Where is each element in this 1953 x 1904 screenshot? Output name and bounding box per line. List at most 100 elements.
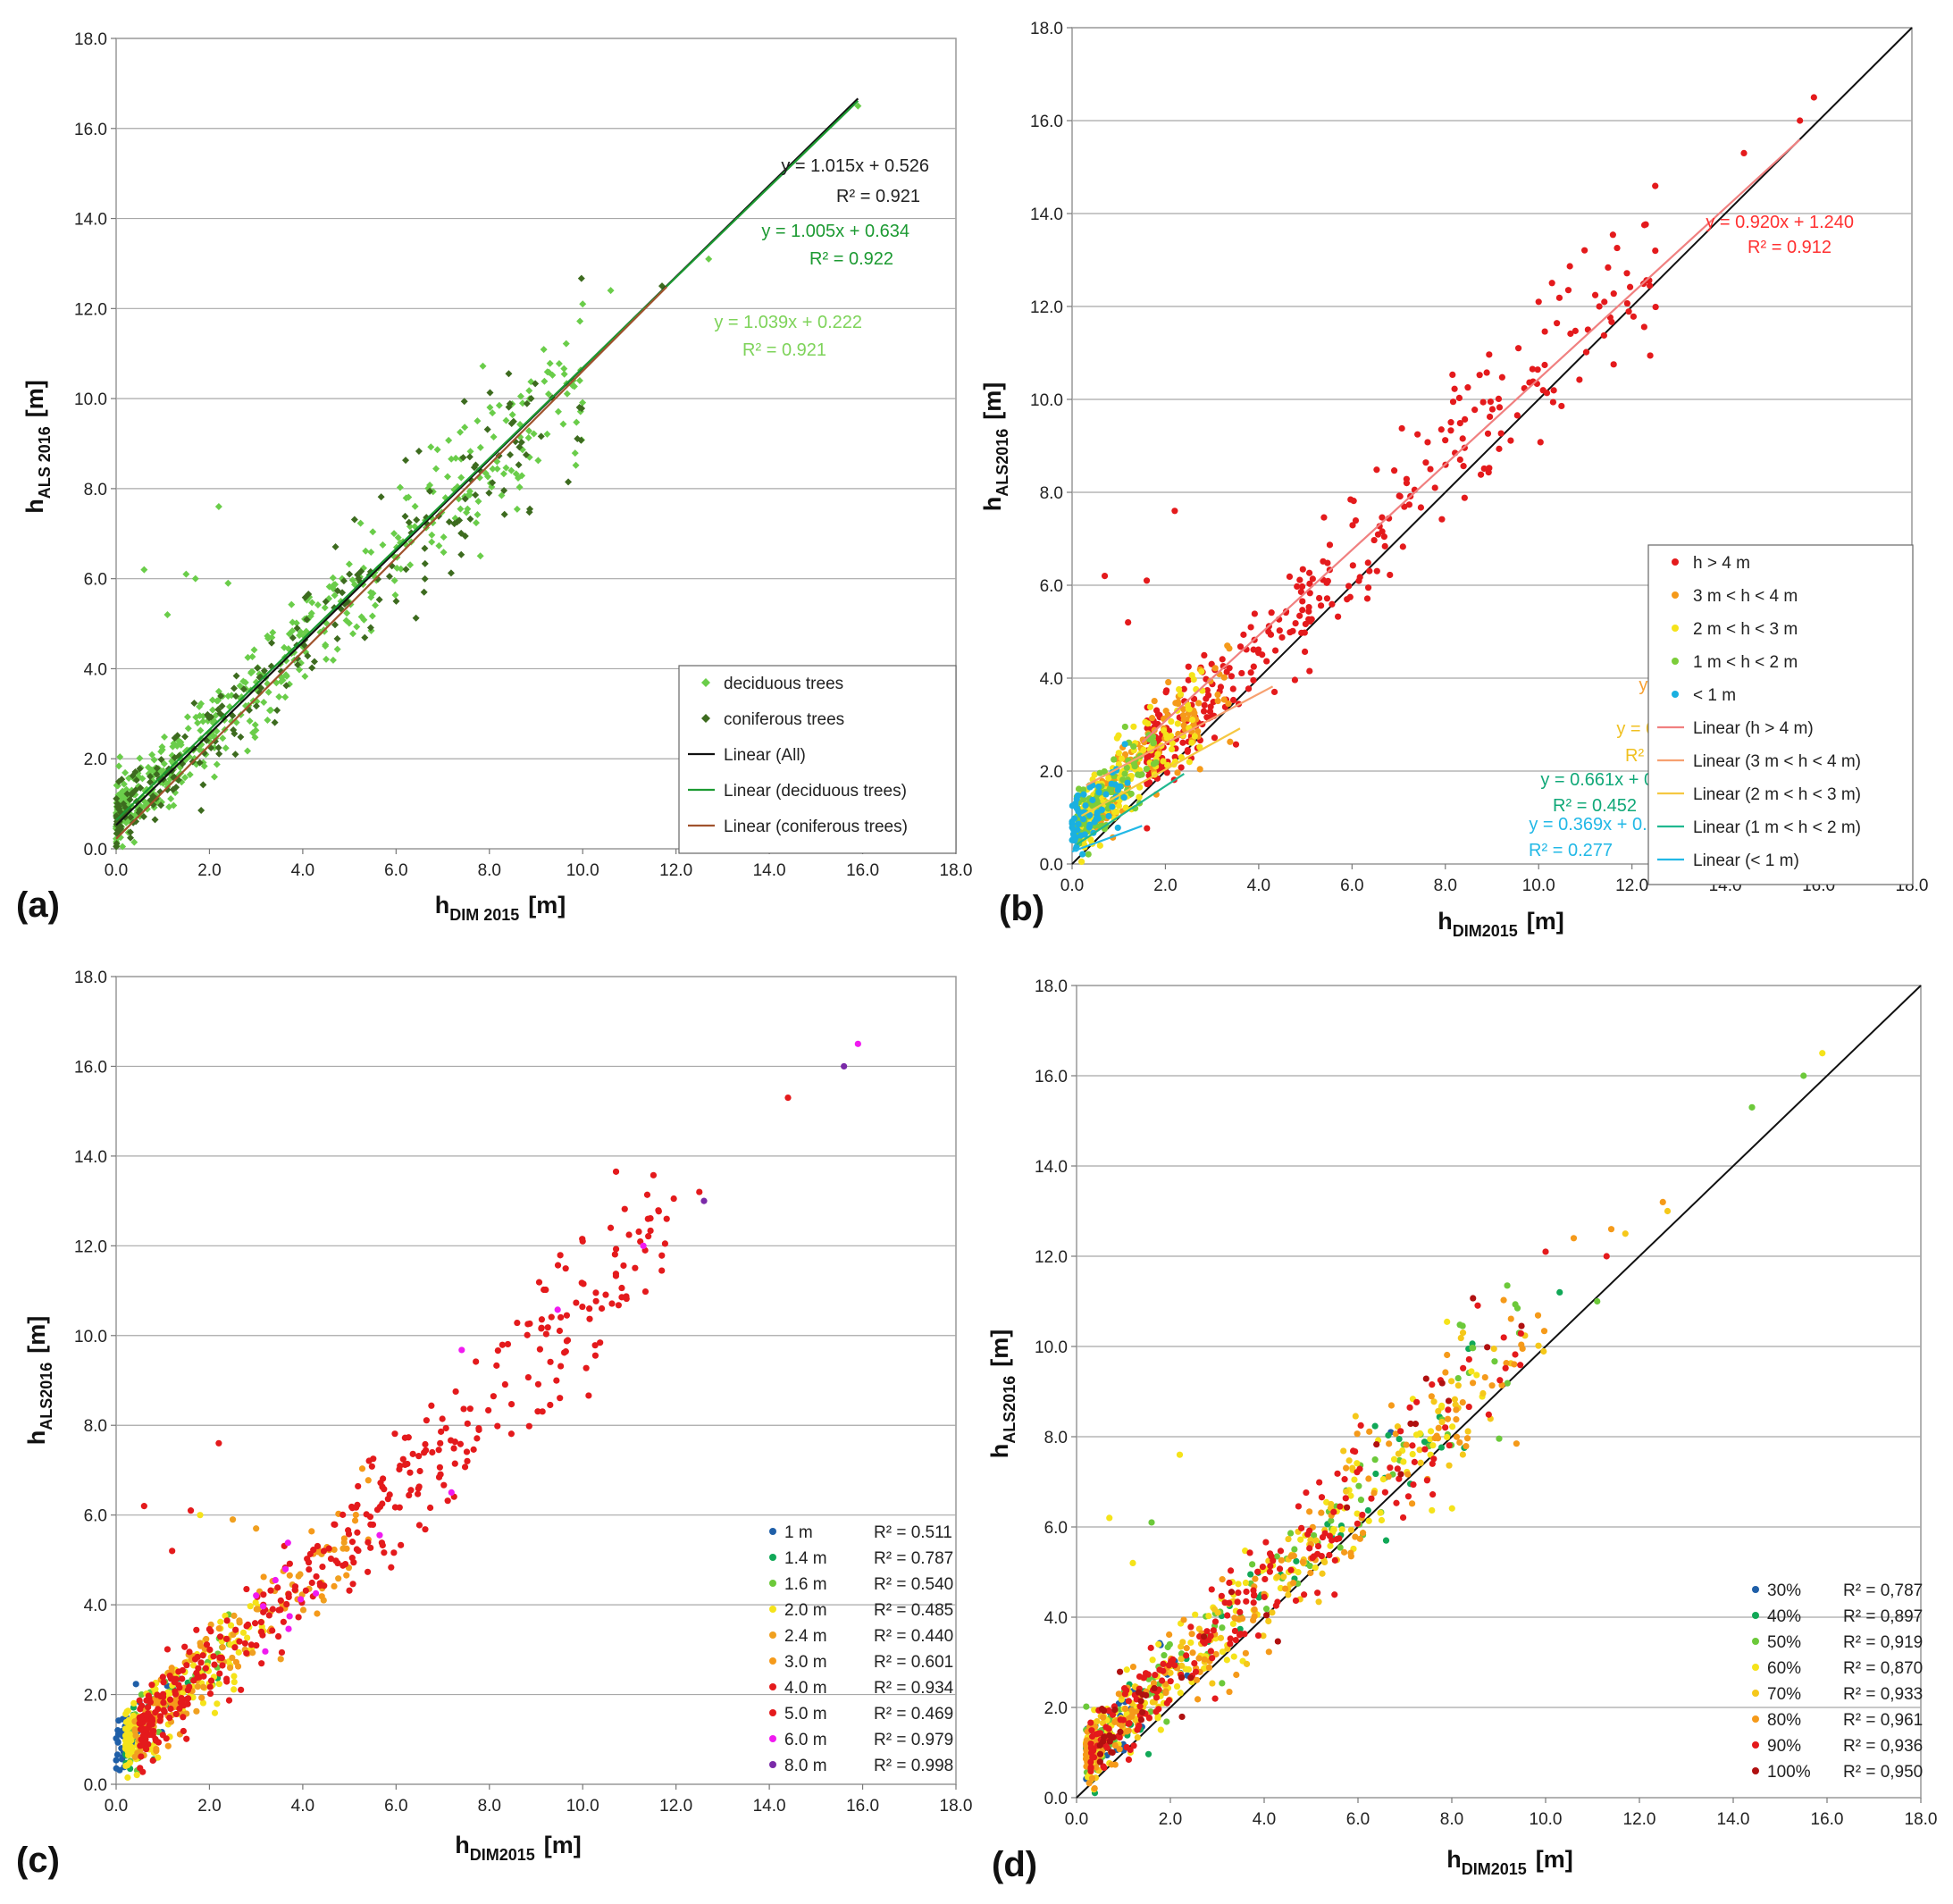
y-tick-label: 6.0	[84, 571, 107, 590]
data-point	[1298, 1524, 1305, 1531]
x-axis-label: hDIM 2015 [m]	[435, 892, 566, 924]
data-point	[579, 300, 587, 308]
data-point	[238, 1686, 245, 1693]
data-point	[1306, 1545, 1313, 1552]
data-point	[1349, 522, 1356, 529]
data-point	[202, 1665, 209, 1672]
data-point	[1459, 1398, 1466, 1406]
data-point	[1225, 700, 1232, 708]
data-point	[507, 420, 515, 428]
data-point	[253, 1592, 260, 1599]
data-point	[1387, 571, 1394, 579]
legend-marker	[1672, 658, 1679, 665]
data-point	[251, 734, 259, 742]
data-point	[1144, 825, 1151, 832]
x-tick-label: 4.0	[1253, 1810, 1276, 1829]
data-point	[1261, 1593, 1268, 1601]
y-tick-label: 14.0	[74, 1148, 107, 1167]
data-point	[124, 1707, 131, 1715]
data-point	[1143, 1691, 1150, 1699]
data-point	[145, 763, 153, 771]
data-point	[650, 1171, 658, 1178]
data-point	[1278, 633, 1286, 641]
data-point	[161, 733, 169, 741]
data-point	[547, 1358, 554, 1365]
data-point	[1326, 1532, 1334, 1539]
data-point	[1106, 1514, 1113, 1522]
data-point	[1080, 791, 1087, 798]
data-point	[1377, 1509, 1384, 1516]
data-point	[136, 806, 144, 814]
data-point	[231, 751, 239, 759]
data-point	[152, 1735, 159, 1743]
data-point	[148, 1682, 155, 1689]
data-point	[1459, 1451, 1466, 1458]
y-axis-label: hALS2016[m]	[979, 382, 1011, 512]
data-point	[563, 1338, 571, 1345]
data-point	[1371, 1456, 1379, 1464]
data-point	[1549, 398, 1557, 406]
data-point	[1147, 1644, 1154, 1651]
data-point	[149, 793, 157, 801]
data-point	[1740, 149, 1748, 156]
data-point	[379, 1541, 386, 1549]
data-point	[597, 1339, 604, 1346]
data-point	[1366, 567, 1373, 575]
data-point	[126, 828, 134, 836]
data-point	[169, 742, 177, 751]
data-point	[1343, 1464, 1350, 1472]
data-point	[1442, 437, 1449, 444]
data-point	[404, 1460, 411, 1468]
data-point	[1540, 1347, 1547, 1355]
data-point	[1352, 1533, 1359, 1540]
data-point	[1605, 264, 1612, 271]
data-point	[216, 1670, 223, 1677]
data-point	[575, 376, 583, 384]
data-point	[183, 1696, 190, 1703]
x-axis-label-main: h	[455, 1832, 470, 1858]
data-point	[268, 639, 276, 647]
data-point	[198, 1694, 205, 1701]
data-point	[1207, 1648, 1214, 1655]
data-point	[1243, 1660, 1251, 1667]
data-point	[1122, 804, 1129, 811]
data-point	[163, 1735, 170, 1742]
data-point	[1200, 708, 1208, 715]
data-point	[499, 470, 507, 478]
data-point	[327, 1555, 335, 1563]
data-point	[1187, 1674, 1194, 1682]
data-point	[322, 598, 330, 606]
data-point	[393, 564, 401, 572]
data-point	[1397, 1471, 1404, 1478]
data-point	[253, 1642, 260, 1649]
y-tick-label: 10.0	[74, 1328, 107, 1346]
data-point	[1504, 1380, 1511, 1387]
trendline-equation: R² = 0.452	[1553, 796, 1637, 816]
data-point	[376, 1531, 383, 1539]
data-point	[253, 1525, 260, 1532]
data-point	[222, 1635, 231, 1642]
x-tick-label: 2.0	[197, 1797, 221, 1816]
data-point	[118, 1756, 126, 1763]
data-point	[1251, 1606, 1258, 1614]
y-axis-label-main: h	[979, 497, 1006, 512]
data-point	[1335, 613, 1342, 620]
data-point	[122, 1733, 130, 1740]
x-axis-label-unit: [m]	[528, 892, 566, 918]
data-point	[211, 773, 219, 781]
data-point	[489, 479, 497, 487]
data-point	[1274, 1638, 1281, 1645]
data-point	[440, 1481, 448, 1489]
data-point	[579, 398, 587, 407]
y-axis-label-main: h	[21, 499, 48, 514]
data-point	[1138, 1708, 1146, 1716]
data-point	[632, 1264, 639, 1271]
data-point	[1223, 668, 1230, 675]
data-point	[247, 1641, 256, 1648]
data-point	[474, 498, 482, 506]
data-point	[1250, 1616, 1257, 1624]
data-point	[1429, 1442, 1437, 1449]
legend-label: 30%	[1767, 1581, 1801, 1600]
data-point	[294, 655, 302, 663]
data-point	[113, 1735, 120, 1742]
